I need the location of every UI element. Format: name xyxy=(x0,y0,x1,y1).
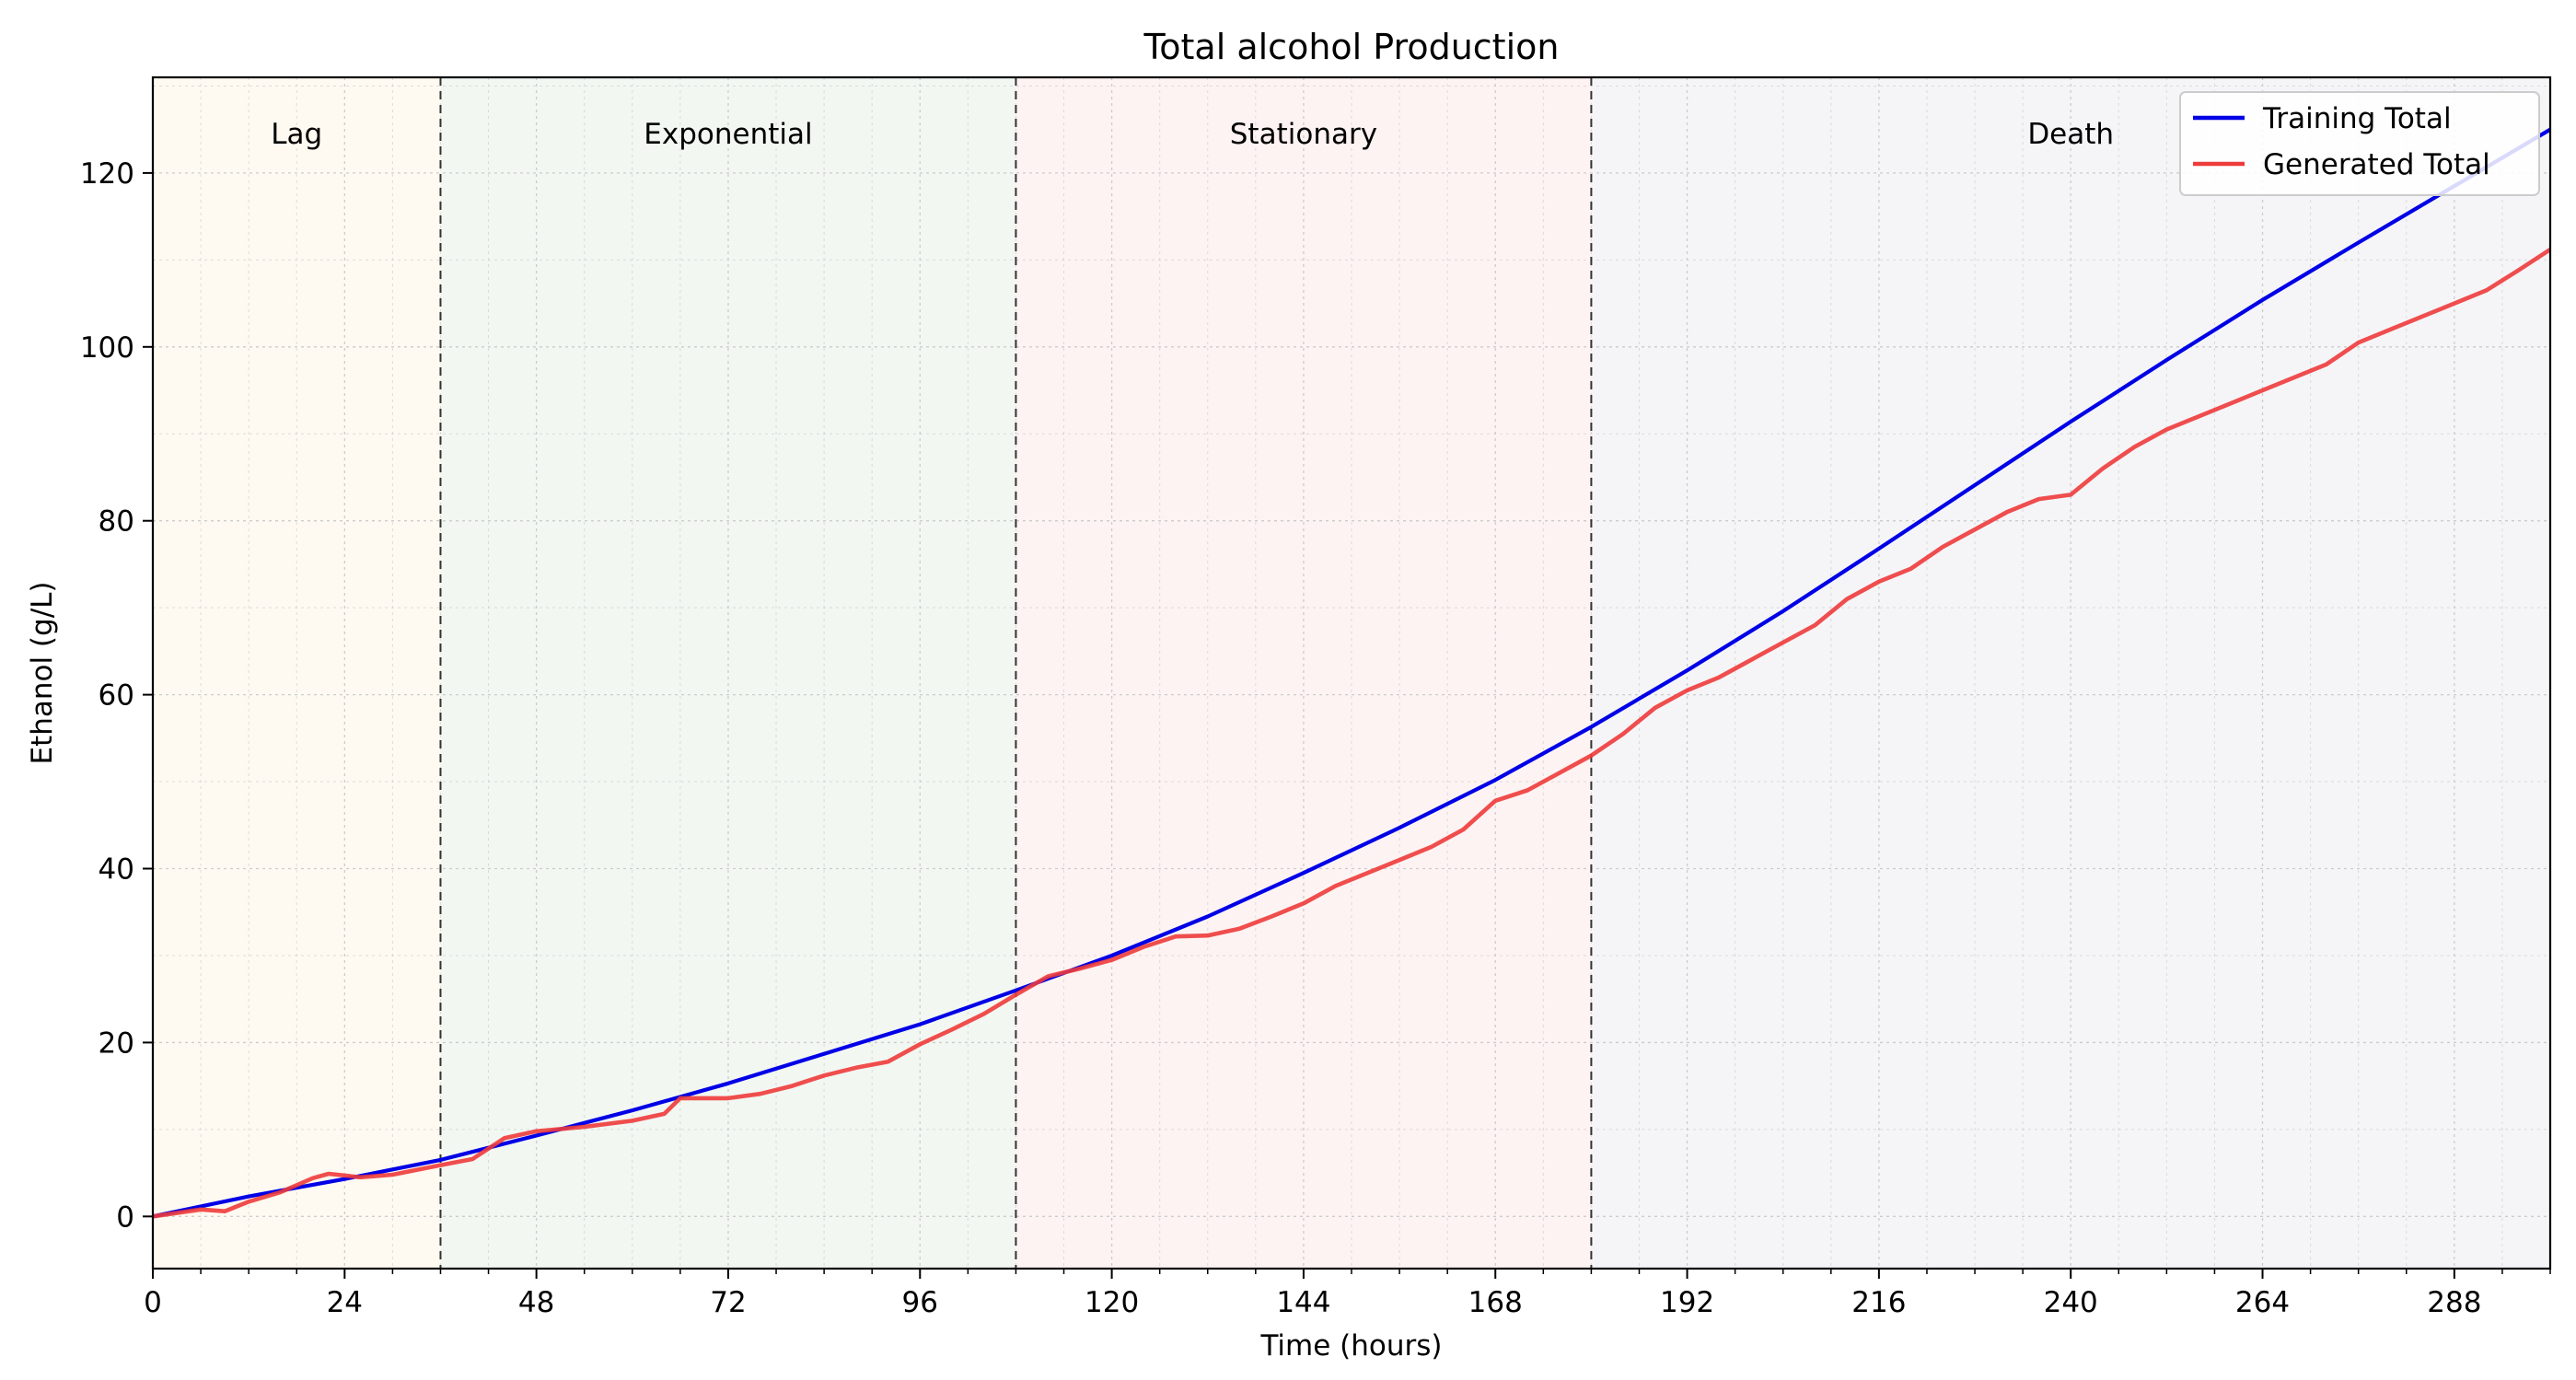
x-tick-label: 72 xyxy=(710,1286,746,1319)
x-tick-label: 288 xyxy=(2427,1286,2481,1319)
phase-labels: Lag Exponential Stationary Death xyxy=(271,118,2114,151)
x-tick-label: 144 xyxy=(1276,1286,1330,1319)
series-line-generated-total xyxy=(152,248,2552,1219)
x-tick-label: 264 xyxy=(2235,1286,2290,1319)
x-tick-label: 240 xyxy=(2044,1286,2098,1319)
x-tick-label: 120 xyxy=(1085,1286,1139,1319)
phase-boundaries xyxy=(439,77,1593,1269)
x-axis-label: Time (hours) xyxy=(1259,1329,1442,1363)
x-tick-label: 192 xyxy=(1660,1286,1714,1319)
x-tick-label: 96 xyxy=(902,1286,938,1319)
x-tick-label: 168 xyxy=(1468,1286,1523,1319)
x-tick-label: 24 xyxy=(327,1286,363,1319)
phase-label: Death xyxy=(2027,118,2114,151)
y-tick-label: 40 xyxy=(99,853,134,887)
y-axis-label: Ethanol (g/L) xyxy=(26,581,59,764)
x-tick-label: 0 xyxy=(144,1286,162,1319)
phase-label: Stationary xyxy=(1230,118,1377,151)
phase-label: Lag xyxy=(271,118,322,151)
y-tick-label: 60 xyxy=(99,679,134,713)
y-tick-label: 80 xyxy=(99,505,134,539)
phase-backgrounds xyxy=(153,77,2550,1269)
axis-ticks: 0 24 48 72 96 120 144 168 192 216 240 264 288 0 20 40 60… xyxy=(80,157,2551,1319)
legend: Training Total Generated Total xyxy=(2179,91,2540,196)
y-tick-label: 100 xyxy=(80,331,134,365)
x-tick-label: 48 xyxy=(518,1286,554,1319)
y-tick-label: 120 xyxy=(80,157,134,191)
legend-label: Training Total xyxy=(2262,102,2452,135)
x-tick-label: 216 xyxy=(1851,1286,1906,1319)
legend-label: Generated Total xyxy=(2263,148,2490,181)
phase-label: Exponential xyxy=(644,118,812,151)
legend-box xyxy=(2179,91,2540,196)
chart-title: Total alcohol Production xyxy=(1143,27,1560,67)
series-lines xyxy=(152,127,2552,1219)
y-tick-label: 20 xyxy=(99,1026,134,1060)
y-tick-label: 0 xyxy=(116,1200,134,1234)
